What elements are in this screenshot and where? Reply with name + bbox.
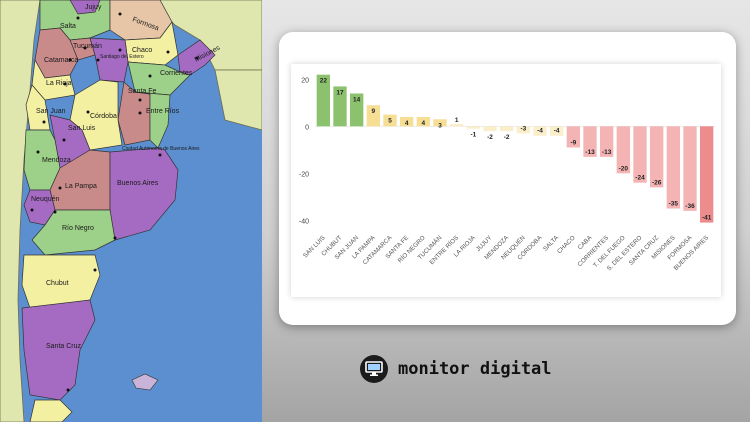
bar: [383, 114, 397, 127]
bar-value-label: -4: [537, 128, 543, 135]
bar: [333, 86, 347, 127]
chart-area: 20 0 -20 -40 22 SAN LUIS 17 CHUBUT 14 SAN JUAN 9 LA…: [291, 64, 721, 297]
bar-value-label: -13: [585, 149, 595, 156]
province-santacruz: [21, 299, 96, 401]
province-tdf: [29, 399, 73, 422]
brand-name: monitor digital: [398, 359, 552, 379]
y-tick-label: -20: [299, 171, 309, 178]
label-santiago: Santiago del Estero: [100, 54, 144, 60]
bar: [650, 126, 664, 188]
y-tick-label: -40: [299, 218, 309, 225]
bar-value-label: -36: [685, 203, 695, 210]
label-corrientes: Corrientes: [160, 70, 193, 77]
bar: [350, 93, 364, 127]
bar-value-label: -2: [487, 134, 493, 141]
province-buenosaires: [109, 147, 179, 241]
label-jujuy: Jujuy: [85, 4, 102, 11]
bar-value-label: 17: [336, 89, 344, 96]
y-tick-label: 0: [305, 124, 309, 131]
bar: [700, 126, 714, 223]
chile-area: [0, 0, 41, 422]
bar: [683, 126, 697, 211]
label-buenosaires: Buenos Aires: [117, 180, 159, 187]
bar: [516, 126, 530, 134]
bar-value-label: -13: [602, 149, 612, 156]
y-tick-label: 20: [301, 77, 309, 84]
label-cordoba: Córdoba: [90, 113, 117, 120]
bar-value-label: 1: [455, 117, 459, 124]
bar: [500, 126, 514, 132]
bar: [583, 126, 597, 157]
province-rionegro: [31, 209, 116, 256]
bar-value-label: 4: [405, 120, 409, 127]
bar-value-label: 4: [422, 120, 426, 127]
label-sanjuan: San Juan: [36, 108, 66, 115]
label-mendoza: Mendoza: [42, 157, 71, 164]
label-santacruz: Santa Cruz: [46, 343, 82, 350]
x-tick-label: CHACO: [556, 234, 577, 255]
bar: [400, 116, 414, 127]
bar-value-label: 22: [320, 78, 328, 85]
bar: [483, 126, 497, 132]
bar-value-label: 14: [353, 96, 361, 103]
bar-value-label: -9: [570, 139, 576, 146]
bar-value-label: -3: [520, 125, 526, 132]
bar: [466, 126, 480, 129]
map-svg: Salta Formosa Jujuy Tucumán Chaco Mision…: [0, 0, 262, 422]
bar-value-label: -20: [619, 165, 629, 172]
label-chaco: Chaco: [132, 47, 152, 54]
bar: [416, 116, 430, 127]
label-sanluis: San Luis: [68, 125, 96, 132]
bar: [366, 105, 380, 127]
province-jujuy: [69, 0, 101, 15]
label-entrerios: Entre Ríos: [146, 108, 180, 115]
bar-value-label: -4: [554, 128, 560, 135]
brand: monitor digital: [360, 355, 552, 383]
bar-value-label: -24: [635, 175, 645, 182]
bar: [666, 126, 680, 209]
bar-value-label: -26: [652, 179, 662, 186]
bar: [566, 126, 580, 148]
islands: [131, 373, 159, 391]
bar-value-label: 3: [438, 122, 442, 129]
chart-card: 20 0 -20 -40 22 SAN LUIS 17 CHUBUT 14 SAN JUAN 9 LA…: [279, 32, 736, 325]
bar: [600, 126, 614, 157]
label-salta: Salta: [60, 23, 76, 30]
bar: [433, 119, 447, 127]
argentina-map: Salta Formosa Jujuy Tucumán Chaco Mision…: [0, 0, 262, 422]
bar: [316, 74, 330, 127]
bar: [633, 126, 647, 183]
bar: [450, 124, 464, 127]
bar-value-label: 9: [372, 108, 376, 115]
label-santafe: Santa Fe: [128, 88, 157, 95]
label-caba: Ciudad Autónoma de Buenos Aires: [122, 146, 200, 152]
label-lapampa: La Pampa: [65, 183, 97, 190]
bar-value-label: -35: [669, 201, 679, 208]
label-catamarca: Catamarca: [44, 57, 78, 64]
bar-value-label: -41: [702, 215, 712, 222]
label-larioja: La Rioja: [46, 80, 72, 87]
bar: [533, 126, 547, 136]
uruguay-area: [214, 69, 262, 131]
label-tucuman: Tucumán: [73, 43, 102, 50]
label-neuquen: Neuquén: [31, 196, 60, 203]
bar-value-label: -2: [504, 134, 510, 141]
bar-value-label: -1: [470, 132, 476, 139]
bar: [616, 126, 630, 174]
bar: [550, 126, 564, 136]
bar-value-label: 5: [388, 118, 392, 125]
monitor-icon: [360, 355, 388, 383]
label-rionegro: Río Negro: [62, 225, 94, 232]
label-chubut: Chubut: [46, 280, 69, 287]
